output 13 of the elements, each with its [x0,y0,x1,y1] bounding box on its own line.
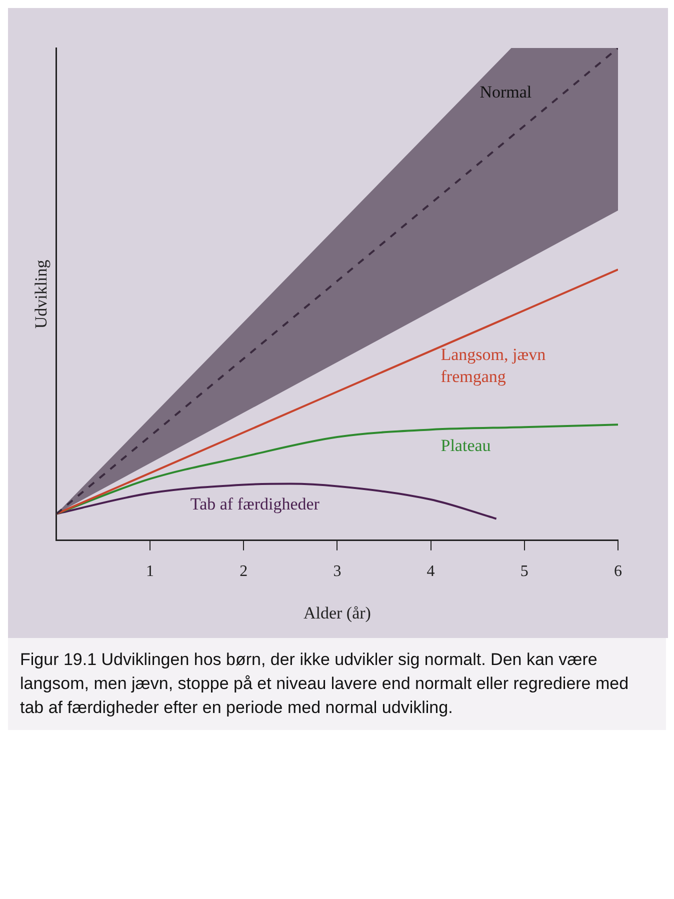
series-label: Langsom, jævn fremgang [440,344,546,386]
x-tick-label: 5 [520,563,528,580]
x-tick-label: 1 [146,563,154,580]
x-axis-title: Alder (år) [303,603,371,622]
series-label: Plateau [440,436,492,455]
series-label: Normal [480,82,532,102]
x-tick-label: 2 [240,563,248,580]
x-tick-label: 3 [333,563,342,580]
y-axis-title: Udvikling [32,259,51,329]
x-tick-label: 4 [426,563,435,580]
series-label: Tab af færdigheder [190,494,320,514]
x-tick-label: 6 [614,563,622,580]
text: Figur 19.1 Udviklingen hos børn, der ikke udvikler sig normalt. Den kan være langsom, men jævn, stoppe på et niveau lavere end normalt eller regrediere med tab af færdigheder efter en periode med normal udvikling. [19,649,630,719]
